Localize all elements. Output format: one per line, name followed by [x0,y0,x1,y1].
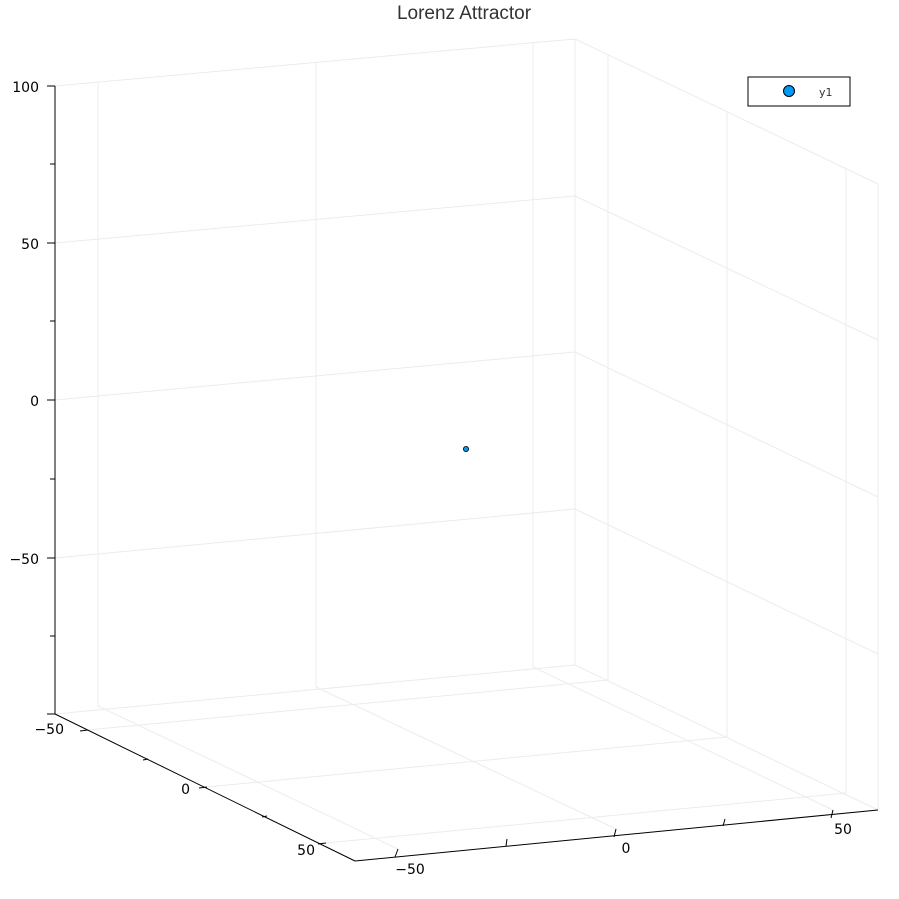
grid-line [574,664,879,811]
x-tick-mark [722,818,726,827]
grid-line [315,686,617,830]
x-tick-mark [830,809,834,819]
y-tick-mark [317,842,327,845]
legend: y1 [747,76,851,107]
y-tick-label: −50 [34,722,64,738]
x-tick-label: −50 [395,862,425,878]
legend-label: y1 [819,86,833,99]
grid-lines [54,38,879,850]
grid-line [87,679,609,731]
y-tick-label: 50 [297,843,315,859]
grid-line [325,792,847,844]
tick-labels: 100 50 0 −50 −50 0 50 −50 0 50 [9,80,851,878]
grid-line [54,664,576,715]
y-tick-mark [198,786,208,789]
grid-line [206,736,728,788]
x-tick-mark [613,828,617,838]
y-tick-label: 0 [181,782,190,798]
z-tick-label: −50 [9,552,39,568]
grid-line [97,705,399,850]
z-tick-label: 0 [30,394,39,410]
x-tick-label: 0 [622,841,631,857]
legend-marker-icon [783,85,795,97]
chart-title: Lorenz Attractor [397,3,532,24]
x-tick-mark [505,838,508,847]
x-axis-line [354,809,879,862]
data-point [462,445,469,452]
z-tick-label: 100 [12,80,39,96]
grid-line [532,666,834,811]
y-tick-mark [142,758,149,761]
y-tick-mark [261,815,268,818]
y-tick-mark [79,729,89,732]
grid-line [54,195,576,244]
grid-line [54,38,576,87]
z-tick-label: 50 [21,237,39,253]
x-tick-mark [394,848,399,858]
x-tick-label: 50 [834,822,852,838]
data-points [462,445,469,452]
grid-line [54,508,576,559]
legend-box [747,76,851,107]
grid-line [54,351,576,401]
tick-marks [47,85,834,858]
grid-line [574,38,879,185]
